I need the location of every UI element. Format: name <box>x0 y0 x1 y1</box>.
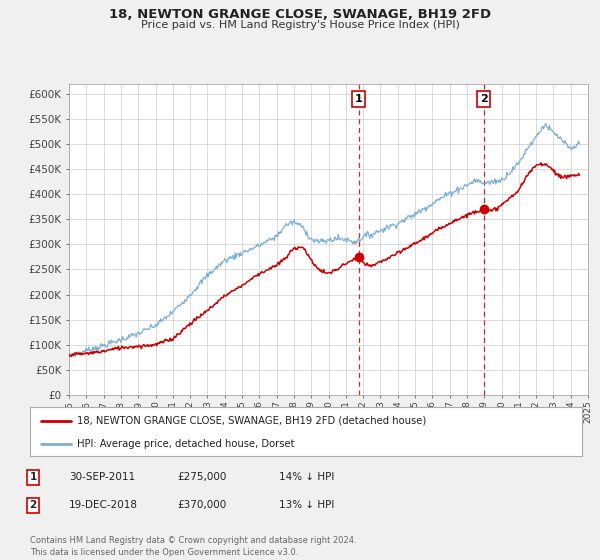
Text: Contains HM Land Registry data © Crown copyright and database right 2024.
This d: Contains HM Land Registry data © Crown c… <box>30 536 356 557</box>
Text: HPI: Average price, detached house, Dorset: HPI: Average price, detached house, Dors… <box>77 438 295 449</box>
Text: 2: 2 <box>29 500 37 510</box>
Text: 30-SEP-2011: 30-SEP-2011 <box>69 472 135 482</box>
Text: 1: 1 <box>355 94 362 104</box>
Text: 1: 1 <box>29 472 37 482</box>
Text: 19-DEC-2018: 19-DEC-2018 <box>69 500 138 510</box>
Text: 18, NEWTON GRANGE CLOSE, SWANAGE, BH19 2FD (detached house): 18, NEWTON GRANGE CLOSE, SWANAGE, BH19 2… <box>77 416 426 426</box>
Text: 18, NEWTON GRANGE CLOSE, SWANAGE, BH19 2FD: 18, NEWTON GRANGE CLOSE, SWANAGE, BH19 2… <box>109 8 491 21</box>
Text: 13% ↓ HPI: 13% ↓ HPI <box>279 500 334 510</box>
Text: 14% ↓ HPI: 14% ↓ HPI <box>279 472 334 482</box>
Text: Price paid vs. HM Land Registry's House Price Index (HPI): Price paid vs. HM Land Registry's House … <box>140 20 460 30</box>
Text: £370,000: £370,000 <box>177 500 226 510</box>
Text: 2: 2 <box>479 94 487 104</box>
Text: £275,000: £275,000 <box>177 472 226 482</box>
